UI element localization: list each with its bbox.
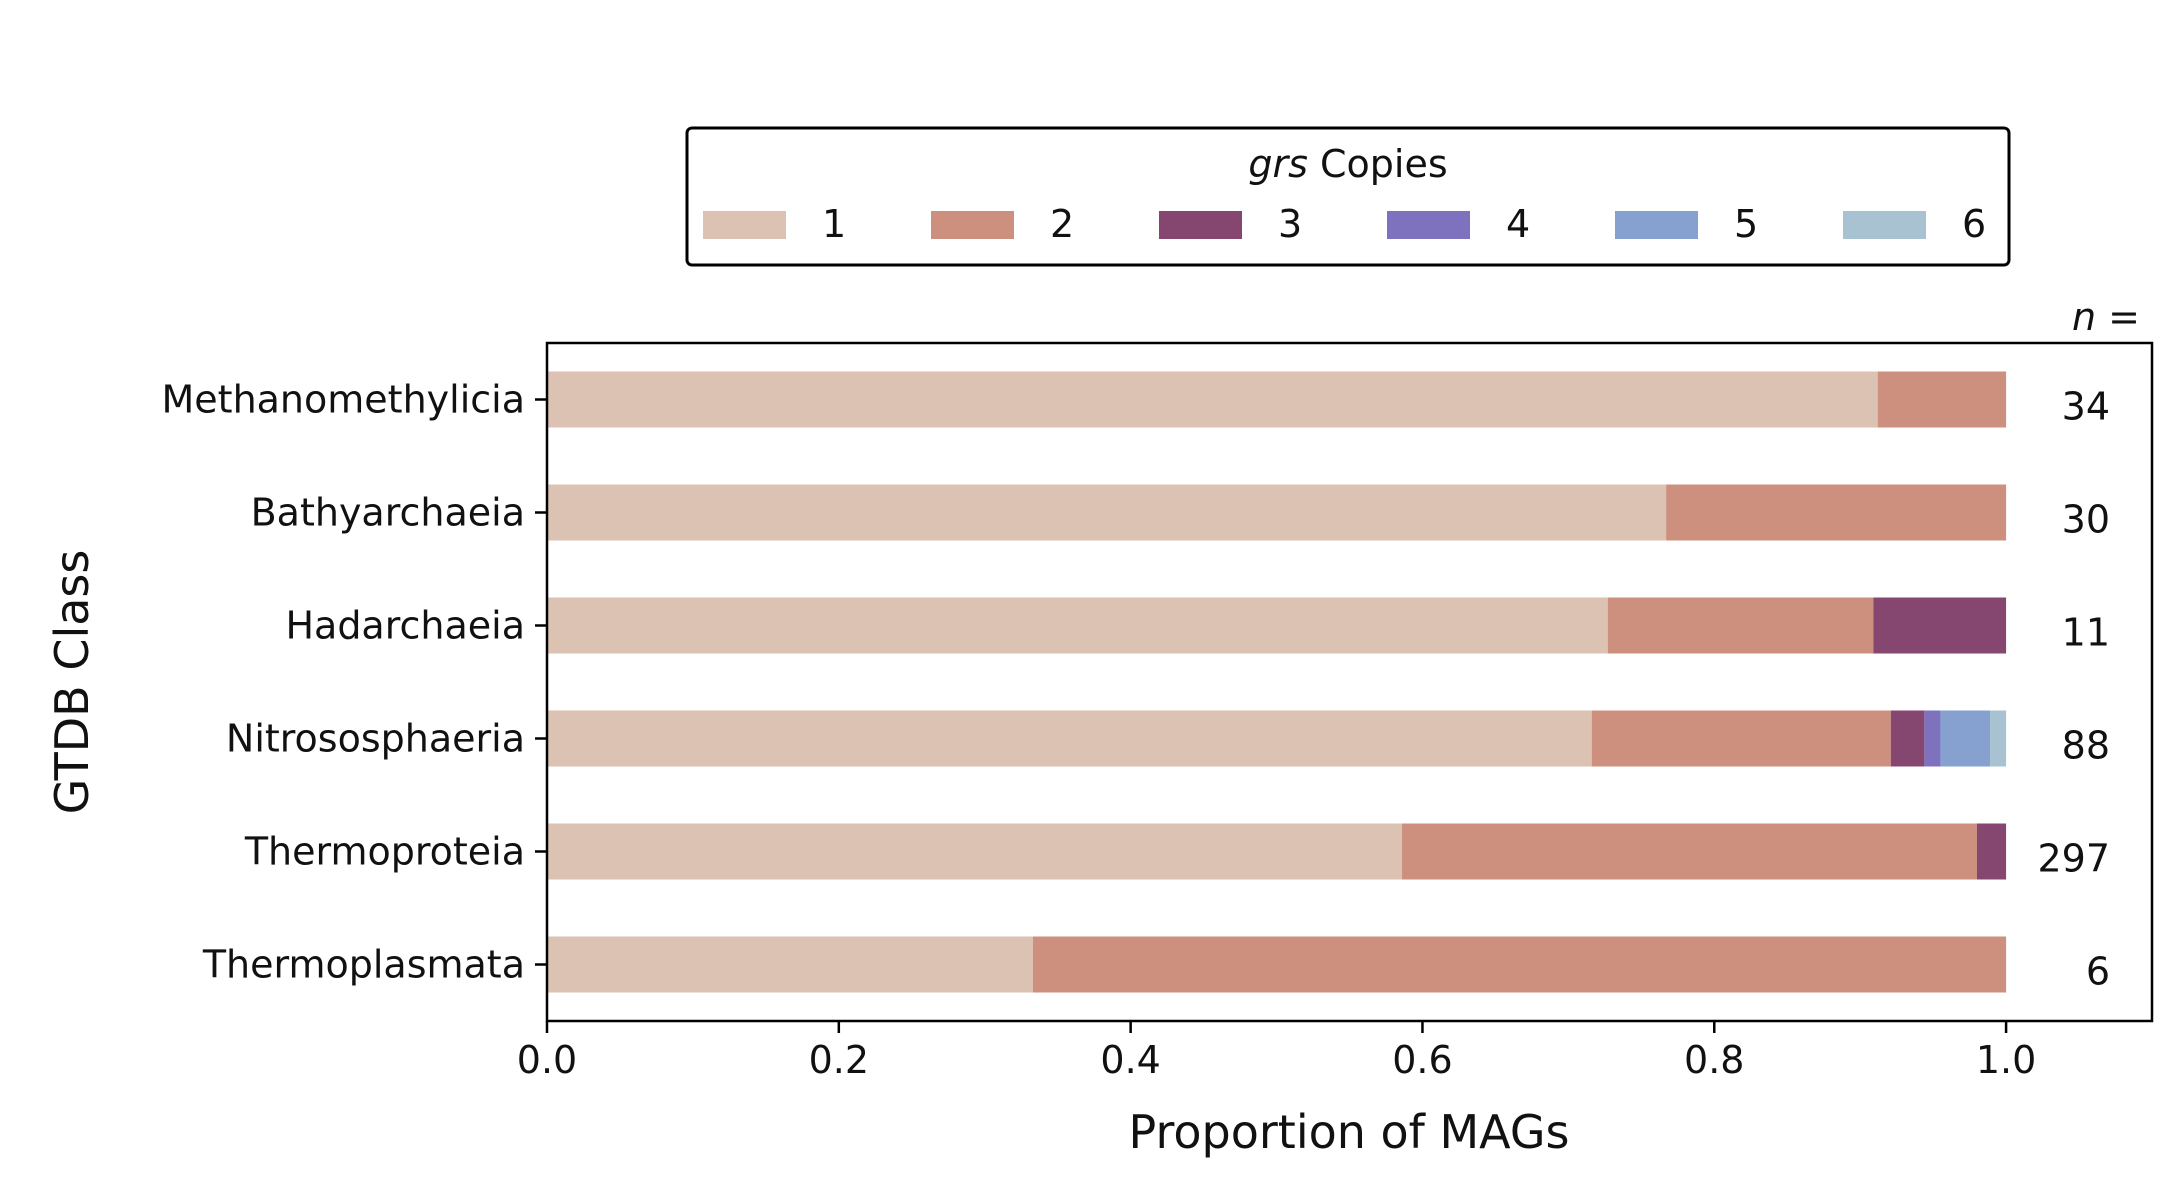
legend-title-rest: Copies [1308,142,1448,186]
legend-label: 3 [1278,202,1302,246]
bar-segment [547,484,1667,541]
bar-segment [1924,710,1941,767]
bar-segment [547,597,1608,654]
y-tick-label: Nitrososphaeria [226,717,525,761]
x-tick-label: 0.0 [517,1038,577,1082]
plot-frame [545,341,2154,1023]
x-tick-label: 0.4 [1100,1038,1160,1082]
bar-segment [1873,597,2007,654]
legend-label: 1 [822,202,846,246]
bar-segment [1940,710,1991,767]
x-axis-title: Proportion of MAGs [1129,1105,1570,1159]
x-axis-ticks: 0.0 0.2 0.4 0.6 0.8 1.0 [517,1021,2036,1082]
n-labels: 34 30 11 88 297 6 [2037,385,2110,994]
legend-swatch [1387,211,1470,239]
legend-swatch [1615,211,1698,239]
legend-label: 2 [1050,202,1074,246]
x-tick-label: 0.8 [1684,1038,1744,1082]
y-axis-title: GTDB Class [45,550,99,815]
y-tick-label: Bathyarchaeia [251,491,525,535]
bar-segment [1032,936,2007,993]
legend-title: grs Copies [1248,142,1447,186]
legend-title-italic: grs [1248,142,1308,186]
legend-swatch [1159,211,1242,239]
bar-segment [547,371,1878,428]
bars [547,371,2007,993]
legend-swatch [703,211,786,239]
n-label: 34 [2062,385,2110,429]
bar-segment [1890,710,1925,767]
n-label: 11 [2062,611,2110,655]
bar-segment [1990,710,2007,767]
y-tick-labels: Methanomethylicia Bathyarchaeia Hadarchaei… [162,378,547,987]
n-header: n = [2072,295,2140,339]
n-label: 88 [2062,724,2110,768]
legend-swatch [931,211,1014,239]
bar-segment [1591,710,1891,767]
legend-entries: 1 2 3 4 5 6 [703,202,1986,246]
n-label: 297 [2037,837,2110,881]
n-label: 6 [2086,950,2110,994]
x-tick-label: 0.2 [809,1038,869,1082]
legend-swatch [1843,211,1926,239]
bar-segment [1877,371,2007,428]
n-label: 30 [2062,498,2110,542]
bar-segment [1402,823,1977,880]
bar-segment [547,710,1592,767]
x-tick-label: 1.0 [1976,1038,2036,1082]
y-tick-label: Hadarchaeia [285,604,525,648]
legend-label: 5 [1734,202,1758,246]
bar-segment [1607,597,1874,654]
y-tick-label: Thermoproteia [244,830,525,874]
y-tick-label: Thermoplasmata [202,943,525,987]
bar-segment [1666,484,2007,541]
bar-segment [547,823,1403,880]
y-tick-label: Methanomethylicia [162,378,526,422]
bar-segment [1976,823,2007,880]
legend: grs Copies 1 2 3 4 5 6 [685,126,2011,267]
bar-segment [547,936,1033,993]
legend-label: 6 [1962,202,1986,246]
x-tick-label: 0.6 [1392,1038,1452,1082]
legend-label: 4 [1506,202,1530,246]
